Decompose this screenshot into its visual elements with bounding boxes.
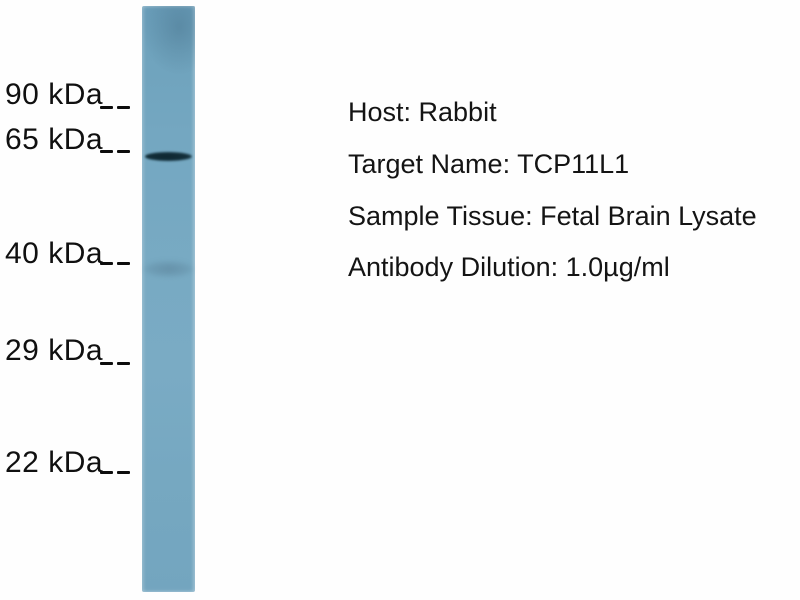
- marker-tick-65kda: [100, 150, 131, 153]
- marker-label-29kda: 29 kDa: [5, 334, 104, 367]
- marker-label-40kda: 40 kDa: [5, 237, 104, 270]
- marker-tick-29kda: [100, 362, 131, 365]
- blot-lane: [142, 6, 195, 592]
- marker-label-22kda: 22 kDa: [5, 446, 104, 479]
- annotation-target-name: Target Name: TCP11L1: [348, 149, 630, 179]
- marker-label-65kda: 65 kDa: [5, 123, 104, 156]
- annotation-antibody-dilution: Antibody Dilution: 1.0µg/ml: [348, 252, 670, 282]
- marker-tick-90kda: [100, 106, 131, 109]
- marker-label-90kda: 90 kDa: [5, 78, 104, 111]
- protein-band-65kda: [145, 152, 192, 161]
- annotation-host: Host: Rabbit: [348, 97, 497, 127]
- marker-tick-22kda: [100, 471, 131, 474]
- protein-band-40kda: [144, 261, 193, 277]
- marker-tick-40kda: [100, 262, 131, 265]
- annotation-sample-tissue: Sample Tissue: Fetal Brain Lysate: [348, 201, 757, 231]
